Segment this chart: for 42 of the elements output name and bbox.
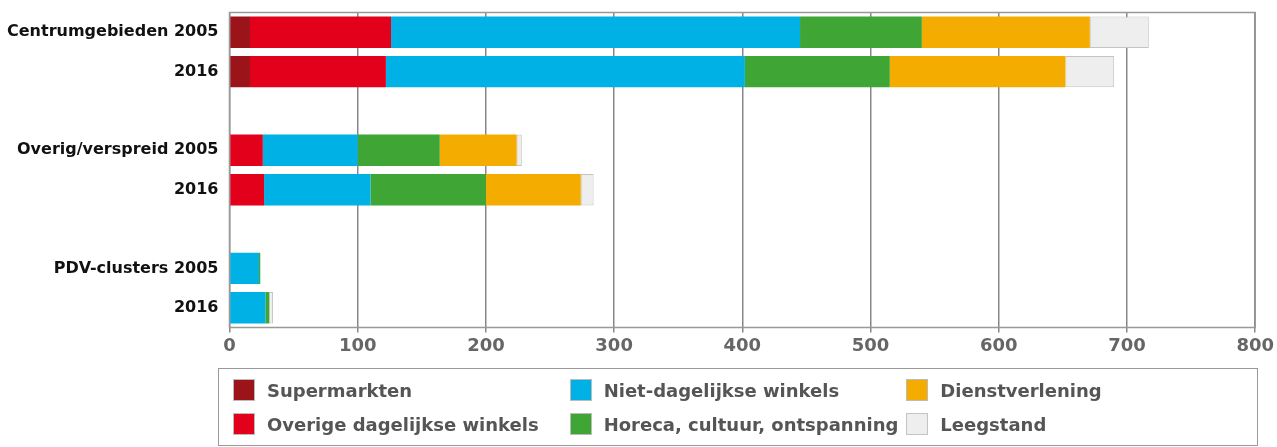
x-tick-label: 400 <box>723 333 762 355</box>
bar <box>889 55 1066 88</box>
bar <box>249 55 386 88</box>
bar <box>262 134 358 167</box>
x-tick-label: 0 <box>223 333 236 355</box>
bar <box>230 291 266 324</box>
legend-label: Leegstand <box>940 413 1047 435</box>
y-tick-label: 2016 <box>173 296 219 316</box>
y-tick-label: 2016 <box>173 60 219 80</box>
legend-label: Niet-dagelijkse winkels <box>603 379 840 401</box>
y-tick-label: Overig/verspreid 2005 <box>16 139 219 159</box>
bar <box>230 55 250 88</box>
bar <box>800 16 922 49</box>
bar <box>264 173 371 206</box>
x-tick-label: 600 <box>979 333 1018 355</box>
bar <box>391 16 801 49</box>
bar <box>921 16 1090 49</box>
y-tick-label: PDV-clusters 2005 <box>53 257 219 277</box>
x-tick-label: 800 <box>1236 333 1274 355</box>
bar <box>230 173 265 206</box>
x-tick-label: 100 <box>338 333 377 355</box>
y-tick-label: 2016 <box>173 178 219 198</box>
y-tick-label: Centrumgebieden 2005 <box>6 21 219 41</box>
x-tick-label: 300 <box>595 333 633 355</box>
x-tick-label: 500 <box>851 333 890 355</box>
bar <box>485 173 581 206</box>
bar <box>357 134 440 167</box>
legend-label: Supermarkten <box>267 379 413 401</box>
bar <box>370 173 486 206</box>
x-tick-label: 700 <box>1108 333 1146 355</box>
bar <box>249 16 392 49</box>
bar <box>385 55 745 88</box>
bar <box>230 252 259 285</box>
x-tick-label: 200 <box>467 333 505 355</box>
bar <box>744 55 890 88</box>
legend-label: Overige dagelijkse winkels <box>267 413 539 435</box>
bar <box>230 16 250 49</box>
bar <box>439 134 517 167</box>
bar <box>230 134 263 167</box>
bar <box>265 291 270 324</box>
legend-label: Dienstverlening <box>940 379 1102 401</box>
legend-label: Horeca, cultuur, ontspanning <box>603 413 899 435</box>
